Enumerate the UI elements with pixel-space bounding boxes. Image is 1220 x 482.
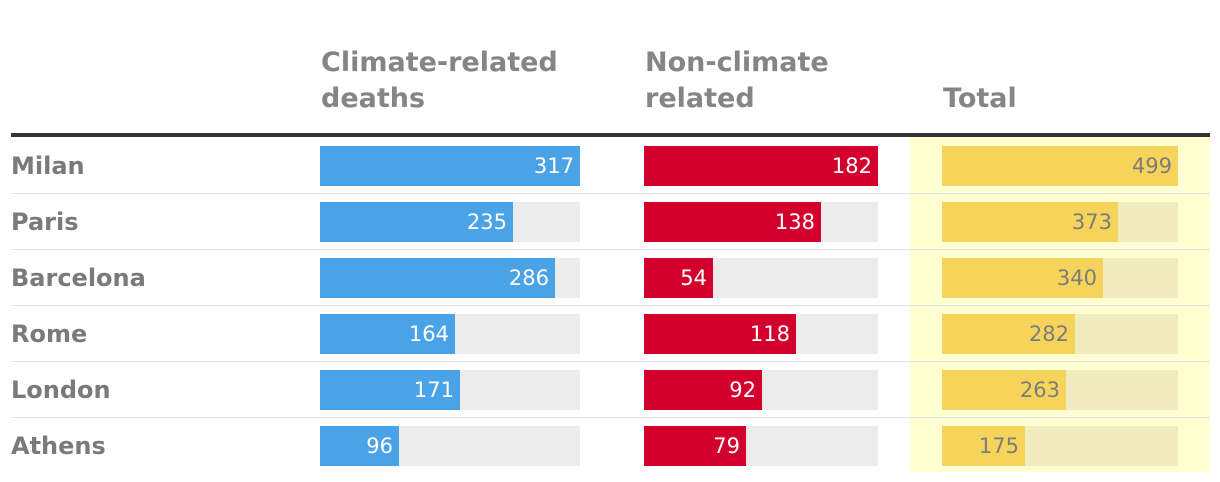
total-value-rome: 282 [1028, 322, 1069, 346]
nonclimate-value-barcelona: 54 [680, 266, 707, 290]
row-divider [11, 249, 1210, 250]
climate-value-rome: 164 [408, 322, 449, 346]
total-track-milan: 499 [942, 146, 1178, 186]
row-divider [11, 305, 1210, 306]
climate-value-london: 171 [413, 378, 454, 402]
nonclimate-track-barcelona: 54 [644, 258, 878, 298]
nonclimate-bar-rome: 118 [644, 314, 796, 354]
row-label-london: London [11, 376, 111, 404]
total-value-london: 263 [1019, 378, 1060, 402]
climate-track-milan: 317 [320, 146, 580, 186]
climate-bar-athens: 96 [320, 426, 399, 466]
header-nonclimate: Non-climate related [645, 45, 829, 117]
nonclimate-bar-paris: 138 [644, 202, 821, 242]
nonclimate-value-london: 92 [729, 378, 756, 402]
nonclimate-bar-london: 92 [644, 370, 762, 410]
nonclimate-value-paris: 138 [774, 210, 815, 234]
header-climate-line2: deaths [321, 83, 426, 114]
total-bar-barcelona: 340 [942, 258, 1103, 298]
climate-track-barcelona: 286 [320, 258, 580, 298]
climate-value-barcelona: 286 [508, 266, 549, 290]
header-nonclimate-line2: related [645, 83, 755, 114]
nonclimate-track-athens: 79 [644, 426, 878, 466]
total-bar-athens: 175 [942, 426, 1025, 466]
total-bar-milan: 499 [942, 146, 1178, 186]
climate-value-milan: 317 [533, 154, 574, 178]
nonclimate-value-milan: 182 [831, 154, 872, 178]
nonclimate-bar-barcelona: 54 [644, 258, 713, 298]
row-label-barcelona: Barcelona [11, 264, 146, 292]
climate-track-athens: 96 [320, 426, 580, 466]
climate-value-paris: 235 [466, 210, 507, 234]
header-climate: Climate-related deaths [321, 45, 558, 117]
total-value-athens: 175 [978, 434, 1019, 458]
total-bar-london: 263 [942, 370, 1066, 410]
row-divider [11, 361, 1210, 362]
nonclimate-track-milan: 182 [644, 146, 878, 186]
climate-value-athens: 96 [366, 434, 393, 458]
climate-bar-barcelona: 286 [320, 258, 555, 298]
nonclimate-track-rome: 118 [644, 314, 878, 354]
climate-track-london: 171 [320, 370, 580, 410]
climate-bar-rome: 164 [320, 314, 455, 354]
header-nonclimate-line1: Non-climate [645, 47, 829, 78]
header-climate-line1: Climate-related [321, 47, 558, 78]
total-column-highlight [910, 137, 1210, 472]
total-bar-rome: 282 [942, 314, 1075, 354]
total-value-milan: 499 [1131, 154, 1172, 178]
total-value-barcelona: 340 [1056, 266, 1097, 290]
nonclimate-bar-milan: 182 [644, 146, 878, 186]
nonclimate-bar-athens: 79 [644, 426, 746, 466]
total-value-paris: 373 [1071, 210, 1112, 234]
climate-bar-milan: 317 [320, 146, 580, 186]
nonclimate-value-rome: 118 [749, 322, 790, 346]
row-label-paris: Paris [11, 208, 79, 236]
header-rule [11, 133, 1210, 137]
nonclimate-value-athens: 79 [713, 434, 740, 458]
header-total-line1: Total [943, 83, 1017, 114]
total-bar-paris: 373 [942, 202, 1118, 242]
total-track-paris: 373 [942, 202, 1178, 242]
climate-bar-london: 171 [320, 370, 460, 410]
row-label-athens: Athens [11, 432, 106, 460]
header-total: Total [943, 81, 1017, 117]
climate-bar-paris: 235 [320, 202, 513, 242]
row-divider [11, 417, 1210, 418]
nonclimate-track-paris: 138 [644, 202, 878, 242]
nonclimate-track-london: 92 [644, 370, 878, 410]
row-label-milan: Milan [11, 152, 85, 180]
climate-track-rome: 164 [320, 314, 580, 354]
climate-track-paris: 235 [320, 202, 580, 242]
row-divider [11, 193, 1210, 194]
row-label-rome: Rome [11, 320, 88, 348]
total-track-barcelona: 340 [942, 258, 1178, 298]
total-track-rome: 282 [942, 314, 1178, 354]
total-track-london: 263 [942, 370, 1178, 410]
total-track-athens: 175 [942, 426, 1178, 466]
